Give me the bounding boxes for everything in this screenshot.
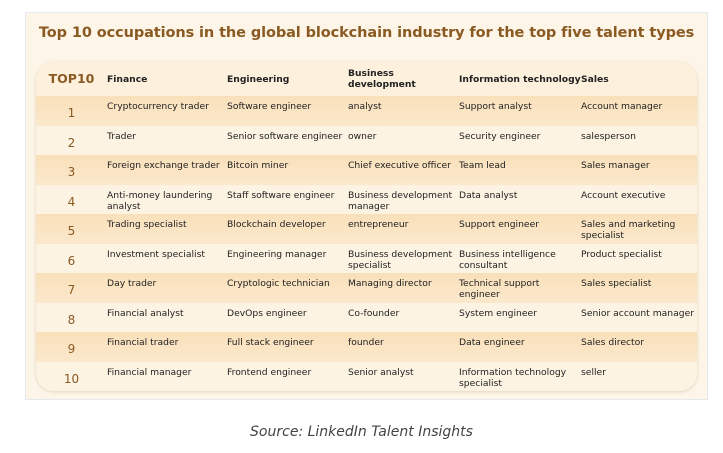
cell-information-technology: Information technology specialist bbox=[459, 366, 567, 389]
cell-engineering: Full stack engineer bbox=[227, 337, 314, 348]
cell-engineering: DevOps engineer bbox=[227, 307, 307, 319]
cell-business-development: Managing director bbox=[348, 278, 432, 289]
cell-rank: 10 bbox=[63, 371, 80, 386]
cell-rank: 6 bbox=[67, 253, 76, 268]
cell-business-development: Senior analyst bbox=[348, 366, 414, 378]
cell-sales: Account executive bbox=[581, 189, 666, 201]
cell-sales: Account manager bbox=[581, 101, 663, 112]
cell-finance: Cryptocurrency trader bbox=[107, 101, 209, 112]
cell-engineering: Cryptologic technician bbox=[227, 278, 330, 289]
cell-finance: Financial analyst bbox=[107, 307, 184, 319]
cell-engineering: Bitcoin miner bbox=[227, 160, 289, 171]
header-information-technology: Information technology bbox=[459, 74, 581, 85]
cell-information-technology: Team lead bbox=[459, 160, 506, 171]
cell-rank: 3 bbox=[67, 165, 76, 179]
table-row: 3 Foreign exchange trader Bitcoin miner Chi… bbox=[36, 155, 697, 185]
cell-information-technology: System engineer bbox=[459, 307, 537, 319]
cell-business-development: entrepreneur bbox=[348, 219, 409, 230]
cell-business-development: founder bbox=[348, 337, 384, 348]
cell-finance: Trading specialist bbox=[107, 219, 187, 230]
cell-rank: 8 bbox=[67, 312, 76, 327]
table-row: 8 Financial analyst DevOps engineer Co-foun… bbox=[36, 302, 697, 332]
cell-sales: Sales director bbox=[581, 337, 645, 348]
cell-engineering: Staff software engineer bbox=[227, 189, 335, 201]
occupations-table: TOP10 Finance Engineering Business devel… bbox=[36, 62, 697, 391]
header-sales: Sales bbox=[581, 74, 609, 85]
cell-information-technology: Data analyst bbox=[459, 189, 518, 201]
cell-engineering: Engineering manager bbox=[227, 248, 327, 260]
cell-information-technology: Support engineer bbox=[459, 219, 540, 230]
cell-business-development: analyst bbox=[348, 101, 382, 112]
cell-information-technology: Support analyst bbox=[459, 101, 532, 112]
cell-engineering: Software engineer bbox=[227, 101, 312, 112]
cell-finance: Financial trader bbox=[107, 337, 179, 348]
table-row: 4 Anti-money laundering analyst Staff soft… bbox=[36, 184, 697, 214]
cell-finance: Anti-money laundering analyst bbox=[107, 189, 213, 212]
cell-business-development: Business development specialist bbox=[348, 248, 453, 271]
cell-information-technology: Data engineer bbox=[459, 337, 525, 348]
table-row: 9 Financial trader Full stack engineer foun… bbox=[36, 332, 697, 362]
cell-business-development: Business development manager bbox=[348, 189, 453, 212]
cell-rank: 2 bbox=[67, 135, 76, 150]
cell-sales: Sales manager bbox=[581, 160, 650, 171]
cell-business-development: Chief executive officer bbox=[348, 160, 451, 171]
header-engineering: Engineering bbox=[227, 74, 290, 85]
table-header-row: TOP10 Finance Engineering Business devel… bbox=[36, 62, 697, 96]
cell-finance: Financial manager bbox=[107, 366, 192, 378]
table-row: 2 Trader Senior software engineer owner Secu… bbox=[36, 125, 697, 155]
cell-finance: Day trader bbox=[107, 278, 157, 289]
cell-sales: Product specialist bbox=[581, 248, 662, 260]
header-rank: TOP10 bbox=[48, 71, 95, 86]
cell-rank: 5 bbox=[67, 224, 76, 238]
table-row: 7 Day trader Cryptologic technician Managin… bbox=[36, 273, 697, 303]
cell-rank: 4 bbox=[67, 194, 76, 209]
source-caption: Source: LinkedIn Talent Insights bbox=[250, 424, 473, 440]
cell-sales: Sales and marketing specialist bbox=[581, 219, 676, 241]
table-row: 6 Investment specialist Engineering manage… bbox=[36, 243, 697, 273]
cell-engineering: Frontend engineer bbox=[227, 366, 312, 378]
table-row: 5 Trading specialist Blockchain developer e… bbox=[36, 214, 697, 244]
header-business-development: Business development bbox=[348, 68, 416, 90]
cell-sales: Sales specialist bbox=[581, 278, 652, 289]
cell-finance: Investment specialist bbox=[107, 248, 205, 260]
infographic-title: Top 10 occupations in the global blockch… bbox=[38, 25, 695, 41]
cell-information-technology: Technical support engineer bbox=[459, 278, 540, 300]
cell-sales: seller bbox=[581, 366, 606, 378]
table-row: 1 Cryptocurrency trader Software engineer a… bbox=[36, 96, 697, 126]
cell-sales: salesperson bbox=[581, 130, 636, 142]
cell-rank: 9 bbox=[67, 342, 76, 356]
cell-engineering: Blockchain developer bbox=[227, 219, 326, 230]
cell-sales: Senior account manager bbox=[581, 307, 694, 319]
cell-rank: 7 bbox=[67, 283, 76, 297]
cell-finance: Foreign exchange trader bbox=[107, 160, 220, 171]
header-finance: Finance bbox=[107, 74, 148, 85]
cell-finance: Trader bbox=[107, 130, 136, 142]
cell-engineering: Senior software engineer bbox=[227, 130, 343, 142]
cell-information-technology: Business intelligence consultant bbox=[459, 248, 556, 271]
infographic-frame: Top 10 occupations in the global blockch… bbox=[25, 12, 708, 440]
cell-information-technology: Security engineer bbox=[459, 130, 541, 142]
cell-business-development: Co-founder bbox=[348, 307, 400, 319]
cell-rank: 1 bbox=[67, 106, 76, 120]
cell-business-development: owner bbox=[348, 130, 377, 142]
table-row: 10 Financial manager Frontend engineer Seni… bbox=[36, 361, 697, 391]
